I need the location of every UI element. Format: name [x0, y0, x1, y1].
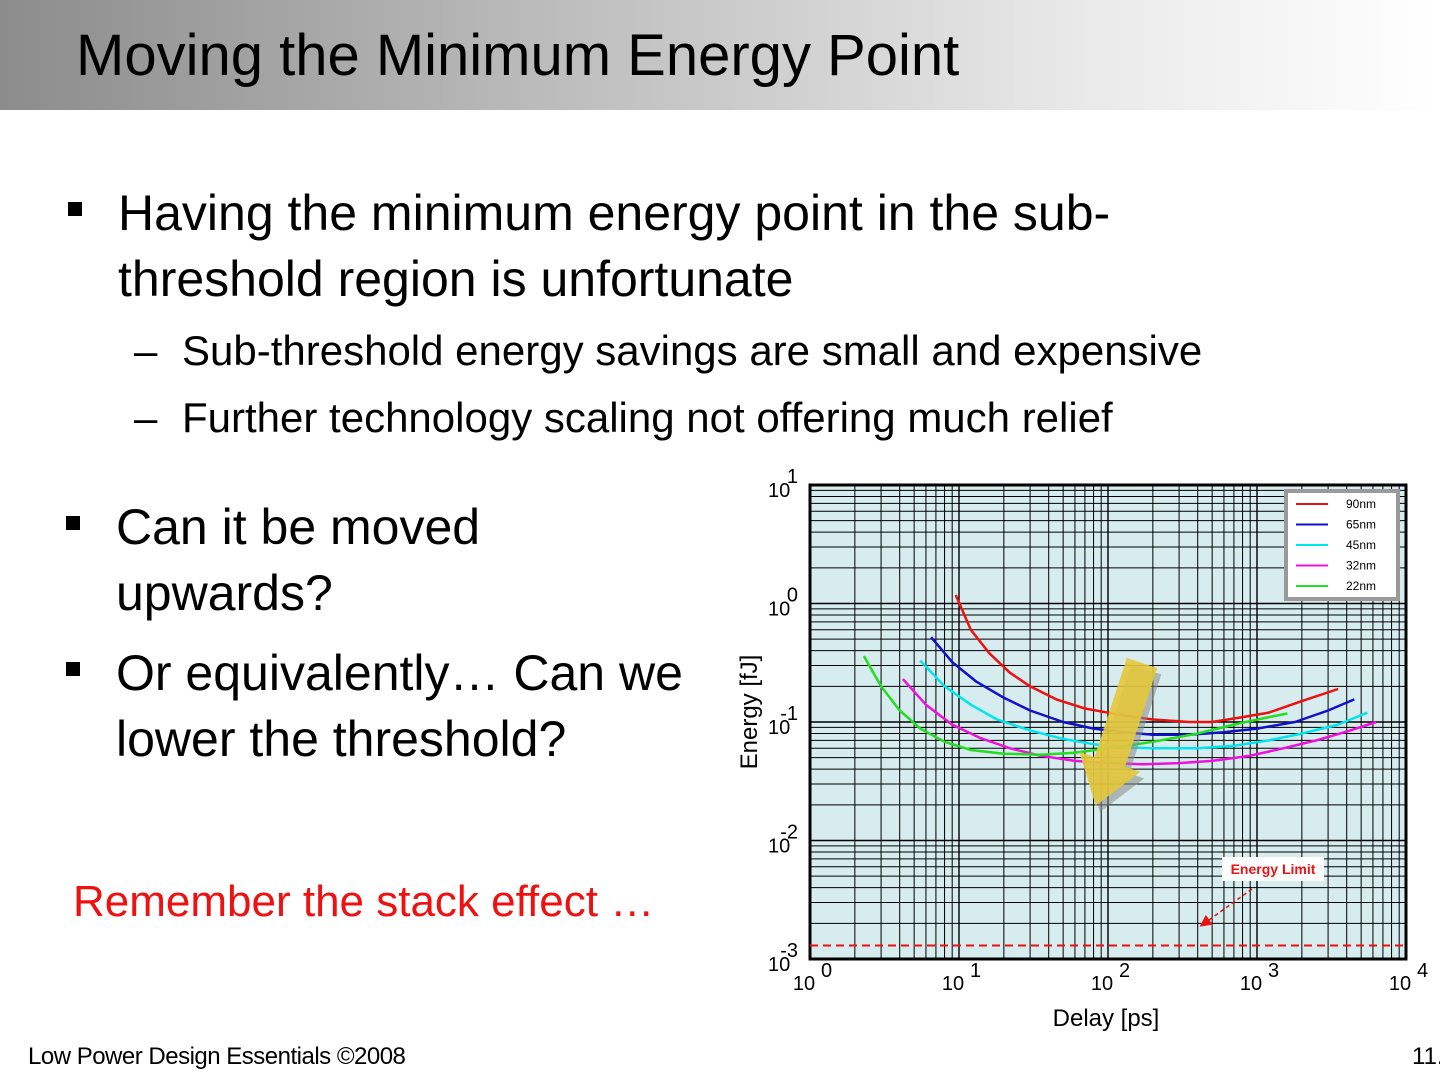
legend-label: 90nm: [1346, 497, 1376, 511]
x-tick-labels: 10 0 10 1 10 2 10 3 10 4: [793, 960, 1428, 995]
title-bar: [0, 0, 1440, 110]
y-tick-exponent: -1: [780, 703, 798, 725]
slide-title: Moving the Minimum Energy Point: [76, 23, 960, 88]
y-axis-label: Energy [fJ]: [736, 655, 763, 770]
x-tick-exponent: 2: [1119, 960, 1130, 982]
x-tick-exponent: 3: [1268, 960, 1279, 982]
bullet-3-text: Or equivalently… Can we lower the thresh…: [116, 645, 683, 767]
y-tick-base: 10: [768, 717, 790, 739]
bullet-2: Can it be moved upwards?: [66, 494, 706, 626]
legend: 90nm 65nm 45nm 32nm 22nm: [1284, 489, 1400, 601]
bullet-square-icon: [68, 202, 82, 216]
y-tick-base: 10: [768, 836, 790, 858]
sub-bullet-1-text: Sub-threshold energy savings are small a…: [182, 327, 1203, 374]
bullet-2-text: Can it be moved upwards?: [116, 499, 481, 621]
x-tick-base: 10: [1091, 973, 1113, 995]
x-tick-exponent: 1: [970, 960, 981, 982]
bullet-square-icon: [66, 662, 80, 676]
x-tick-exponent: 4: [1417, 960, 1428, 982]
legend-label: 22nm: [1346, 579, 1376, 593]
y-tick-base: 10: [768, 480, 790, 502]
x-axis-label: Delay [ps]: [1053, 1005, 1160, 1032]
sub-bullet-2-text: Further technology scaling not offering …: [182, 394, 1113, 441]
y-tick-exponent: -3: [780, 940, 798, 962]
energy-limit-label: Energy Limit: [1231, 861, 1316, 877]
bullet-square-icon: [66, 516, 80, 530]
x-tick-base: 10: [1389, 973, 1411, 995]
y-tick-base: 10: [768, 954, 790, 976]
x-tick-base: 10: [1240, 973, 1262, 995]
y-tick-exponent: 1: [787, 466, 798, 488]
y-tick-exponent: -2: [780, 822, 798, 844]
legend-label: 65nm: [1346, 518, 1376, 532]
bullet-1-text: Having the minimum energy point in the s…: [118, 185, 1111, 307]
energy-limit-label-box: [1222, 857, 1324, 881]
y-tick-base: 10: [768, 599, 790, 621]
bullet-3: Or equivalently… Can we lower the thresh…: [66, 640, 716, 772]
page-number: 11.: [1412, 1043, 1440, 1070]
bullet-1: Having the minimum energy point in the s…: [68, 180, 1268, 312]
dash-icon: –: [134, 327, 158, 374]
series-line-22nm: [862, 655, 1288, 756]
x-tick-base: 10: [793, 973, 815, 995]
footer-copyright: Low Power Design Essentials ©2008: [28, 1043, 406, 1070]
y-tick-exponent: 0: [787, 585, 798, 607]
legend-label: 32nm: [1346, 559, 1376, 573]
dash-icon: –: [134, 394, 158, 441]
energy-limit-pointer: [1199, 888, 1253, 927]
remember-note: Remember the stack effect …: [73, 877, 655, 926]
x-tick-base: 10: [942, 973, 964, 995]
down-arrow-icon: [1079, 658, 1162, 813]
x-tick-exponent: 0: [821, 960, 832, 982]
legend-label: 45nm: [1346, 538, 1376, 552]
